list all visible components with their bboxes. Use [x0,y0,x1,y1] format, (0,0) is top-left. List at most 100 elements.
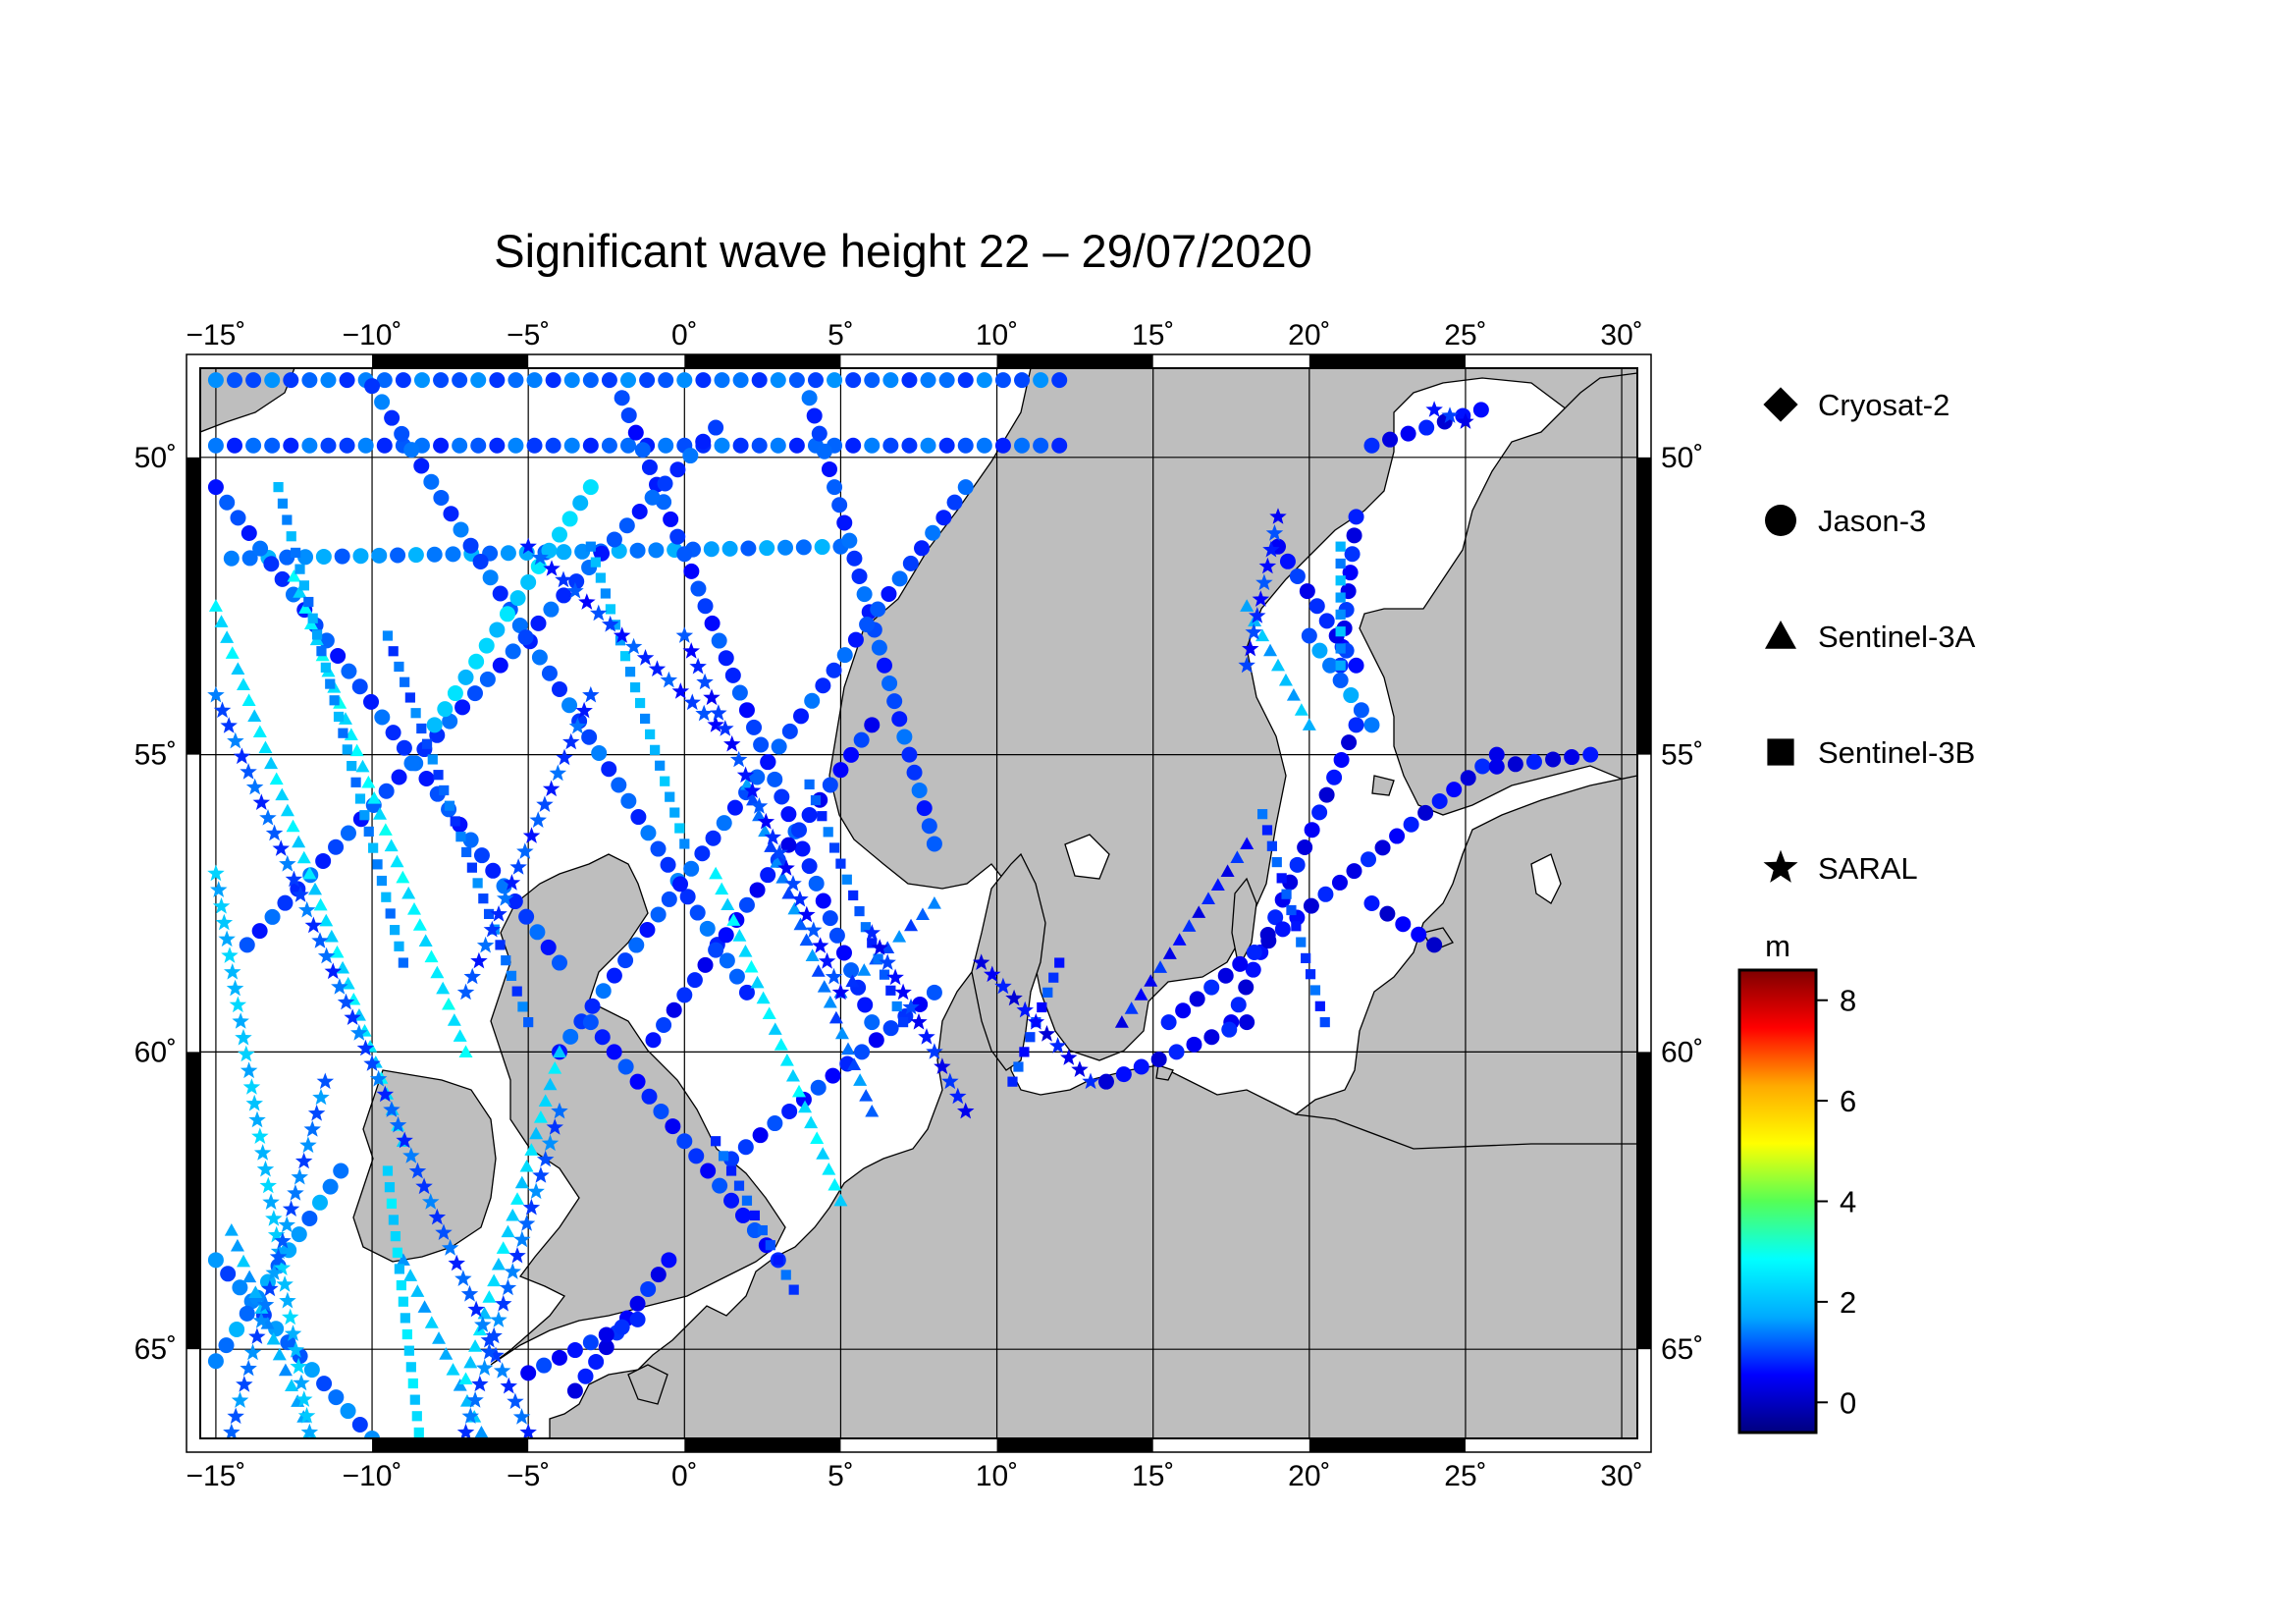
star-marker [456,1423,475,1438]
square-marker [347,760,357,772]
circle-marker [724,667,741,683]
star-marker [497,890,514,906]
star-marker [590,604,608,622]
star-marker [764,828,781,845]
square-marker [338,728,348,738]
circle-marker [663,511,679,527]
lon-tick-label-bottom: −5˚ [507,1460,550,1492]
star-marker [791,890,809,907]
land-lake-vanern [1064,834,1110,880]
star-marker [522,1198,541,1216]
square-marker [629,681,641,693]
circle-marker [529,924,546,941]
circle-marker [1348,509,1364,525]
circle-marker [552,681,567,697]
circle-marker [781,723,798,739]
triangle-marker [468,1339,483,1352]
circle-marker [810,1079,827,1096]
circle-marker [552,954,567,971]
square-marker [1291,921,1302,932]
circle-marker [828,927,845,944]
square-marker [277,498,289,509]
legend-label-saral: SARAL [1818,851,1918,886]
circle-marker [1245,961,1261,978]
square-marker [523,1017,534,1028]
star-marker [295,1390,313,1407]
circle-marker [732,437,749,454]
star-marker [568,717,587,734]
square-marker [384,1182,396,1193]
triangle-marker [333,696,347,709]
square-marker [392,1247,403,1258]
square-marker [810,794,822,806]
circle-marker [811,425,828,442]
lat-tick-label-left: 60˚ [134,1036,177,1068]
triangle-marker [756,991,771,1004]
star-marker [499,1278,517,1296]
circle-marker [264,372,281,389]
circle-marker [864,437,881,454]
square-marker [669,807,680,818]
circle-marker [661,891,677,907]
circle-marker [1363,717,1380,733]
square-marker [359,810,370,821]
star-marker [298,900,316,918]
colorbar-unit-label: m [1765,929,1790,963]
circle-marker [801,858,818,875]
circle-marker [378,783,395,799]
circle-marker [526,372,543,389]
star-marker [972,953,990,970]
circle-marker [1033,437,1049,454]
star-marker [575,701,593,719]
triangle-marker [1182,919,1197,932]
circle-marker [340,825,356,841]
square-marker [610,620,621,630]
circle-marker [340,1403,356,1420]
circle-marker [618,517,635,534]
triangle-marker [1230,850,1245,864]
circle-marker [688,1148,705,1164]
triangle-marker [463,1355,478,1369]
triangle-marker [799,933,814,947]
square-marker [294,564,305,574]
circle-marker [1160,1014,1177,1031]
triangle-marker [787,901,802,915]
circle-marker [540,939,557,955]
triangle-marker [543,1077,558,1091]
square-marker [773,1255,783,1266]
lon-tick-label-top: −10˚ [343,319,402,352]
circle-marker [489,437,506,454]
circle-icon [1765,505,1796,536]
star-marker [221,947,239,963]
circle-marker [478,637,495,654]
circle-marker [556,587,572,604]
triangle-marker [285,1379,299,1392]
star-marker [265,1264,283,1280]
star-marker [710,704,727,721]
square-marker [455,832,466,842]
star-marker [566,581,584,599]
circle-marker [767,771,783,787]
square-marker [389,925,400,936]
triangle-marker [822,1163,836,1175]
circle-marker [500,545,516,562]
triangle-marker [436,981,451,995]
circle-marker [492,657,508,674]
circle-marker [230,510,246,526]
circle-marker [229,1321,245,1337]
star-marker [287,1341,305,1358]
star-marker [324,962,342,980]
square-marker [1281,889,1292,899]
star-marker [240,1359,257,1377]
square-marker [450,816,460,827]
circle-marker [791,822,807,839]
circle-marker [1363,895,1380,911]
star-marker [811,937,829,953]
circle-marker [881,675,898,691]
star-marker [274,1231,292,1249]
triangle-marker [785,1068,800,1082]
circle-marker [716,815,732,832]
circle-marker [489,372,506,389]
square-marker [660,776,670,786]
circle-marker [614,390,630,406]
